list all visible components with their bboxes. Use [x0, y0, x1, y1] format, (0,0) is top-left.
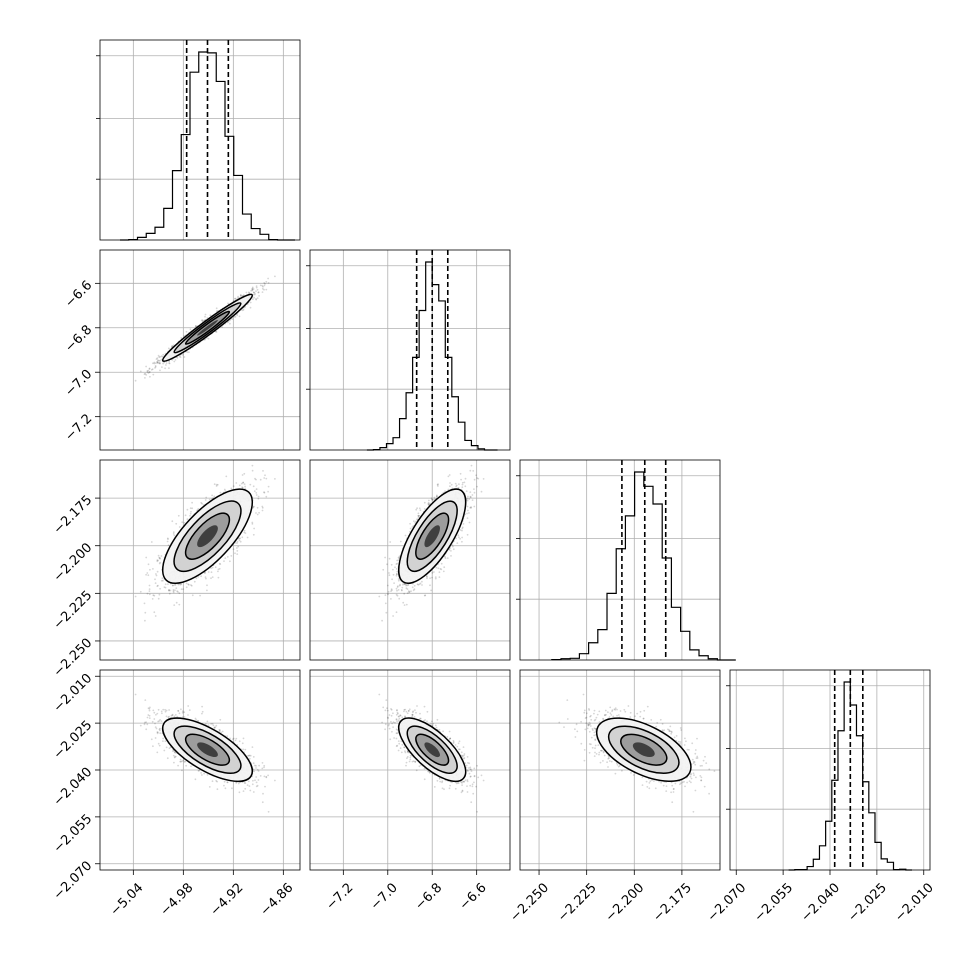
density-frame-2-1	[309, 459, 511, 661]
contour-line-1-0-2	[184, 310, 231, 345]
density-panel-2-0	[100, 460, 300, 660]
x-tick-label-3-2: −2.040	[798, 880, 843, 925]
density-frame-3-1	[309, 669, 511, 871]
y-tick-label-2-1: −2.225	[51, 588, 96, 633]
x-tick-label-2-2: −2.200	[603, 880, 648, 925]
density-level-3-1-3	[424, 742, 440, 758]
density-frame-2-0	[99, 459, 301, 661]
contour-line-2-0-0	[161, 488, 254, 585]
x-tick-label-0-0: −5.04	[108, 880, 147, 919]
histogram-frame-0	[99, 39, 301, 241]
density-frame-1-0	[99, 249, 301, 451]
x-tick-label-2-3: −2.175	[650, 880, 695, 925]
density-content-1-0	[100, 250, 300, 450]
histogram-panel-3	[726, 670, 930, 871]
x-tick-label-2-1: −2.225	[555, 880, 600, 925]
contour-line-3-2-2	[620, 733, 668, 766]
y-tick-label-2-2: −2.200	[51, 540, 96, 585]
density-level-3-2-3	[632, 742, 655, 758]
x-tick-label-0-2: −4.92	[208, 880, 247, 919]
x-tick-label-1-3: −6.6	[457, 880, 490, 913]
x-tick-label-3-1: −2.055	[752, 880, 797, 925]
x-tick-label-3-3: −2.025	[845, 880, 890, 925]
density-level-1-0-3	[197, 320, 218, 336]
contour-line-3-0-1	[173, 725, 242, 774]
density-level-2-1-3	[424, 525, 440, 548]
x-tick-label-0-3: −4.86	[258, 880, 297, 919]
y-tick-label-3-1: −2.055	[51, 812, 96, 857]
y-tick-label-1-1: −7.0	[62, 367, 95, 400]
y-tick-label-1-0: −7.2	[62, 411, 95, 444]
contour-line-3-1-2	[415, 733, 450, 766]
density-panel-2-1	[310, 460, 510, 660]
y-tick-label-1-3: −6.6	[62, 278, 95, 311]
density-content-3-0	[100, 670, 300, 870]
contour-line-2-1-0	[397, 488, 467, 585]
histogram-panel-0	[96, 40, 300, 241]
density-panel-3-1	[310, 670, 510, 870]
y-tick-label-3-0: −2.070	[51, 858, 96, 903]
density-frame-3-2	[519, 669, 721, 871]
histogram-frame-2	[519, 459, 721, 661]
x-tick-label-0-1: −4.98	[158, 880, 197, 919]
density-level-3-0-3	[197, 742, 218, 758]
contour-line-2-0-2	[184, 512, 231, 560]
y-tick-label-1-2: −6.8	[62, 322, 95, 355]
x-tick-label-1-0: −7.2	[323, 880, 356, 913]
density-level-2-0-3	[197, 525, 218, 548]
x-tick-label-1-2: −6.8	[412, 880, 445, 913]
density-content-3-2	[520, 670, 720, 870]
y-tick-label-3-2: −2.040	[51, 765, 96, 810]
density-content-3-1	[310, 670, 510, 870]
y-tick-label-2-3: −2.175	[51, 493, 96, 538]
contour-line-2-0-1	[173, 500, 242, 573]
histogram-frame-1	[309, 249, 511, 451]
contour-line-2-1-1	[406, 500, 458, 573]
contour-line-1-0-1	[173, 302, 242, 354]
x-tick-label-3-0: −2.070	[705, 880, 750, 925]
contour-line-2-1-2	[415, 512, 450, 560]
x-tick-label-1-1: −7.0	[368, 880, 401, 913]
contour-line-3-1-1	[406, 725, 458, 774]
contour-line-3-1-0	[398, 717, 467, 783]
histogram-panel-2	[516, 460, 736, 661]
contour-line-3-0-0	[161, 717, 254, 783]
contour-line-3-2-1	[607, 725, 680, 774]
contour-line-1-0-0	[161, 293, 254, 362]
y-tick-label-3-3: −2.025	[51, 718, 96, 763]
y-tick-label-2-0: −2.250	[51, 636, 96, 681]
density-content-2-0	[100, 460, 300, 660]
density-panel-3-2	[520, 670, 720, 870]
x-tick-label-2-0: −2.250	[507, 880, 552, 925]
contour-line-3-2-0	[595, 717, 692, 783]
density-panel-1-0	[100, 250, 300, 450]
histogram-panel-1	[306, 250, 510, 451]
density-panel-3-0	[100, 670, 300, 870]
x-tick-label-3-4: −2.010	[892, 880, 937, 925]
density-content-2-1	[310, 460, 510, 660]
contour-line-3-0-2	[184, 733, 231, 766]
histogram-step-2	[551, 471, 736, 661]
